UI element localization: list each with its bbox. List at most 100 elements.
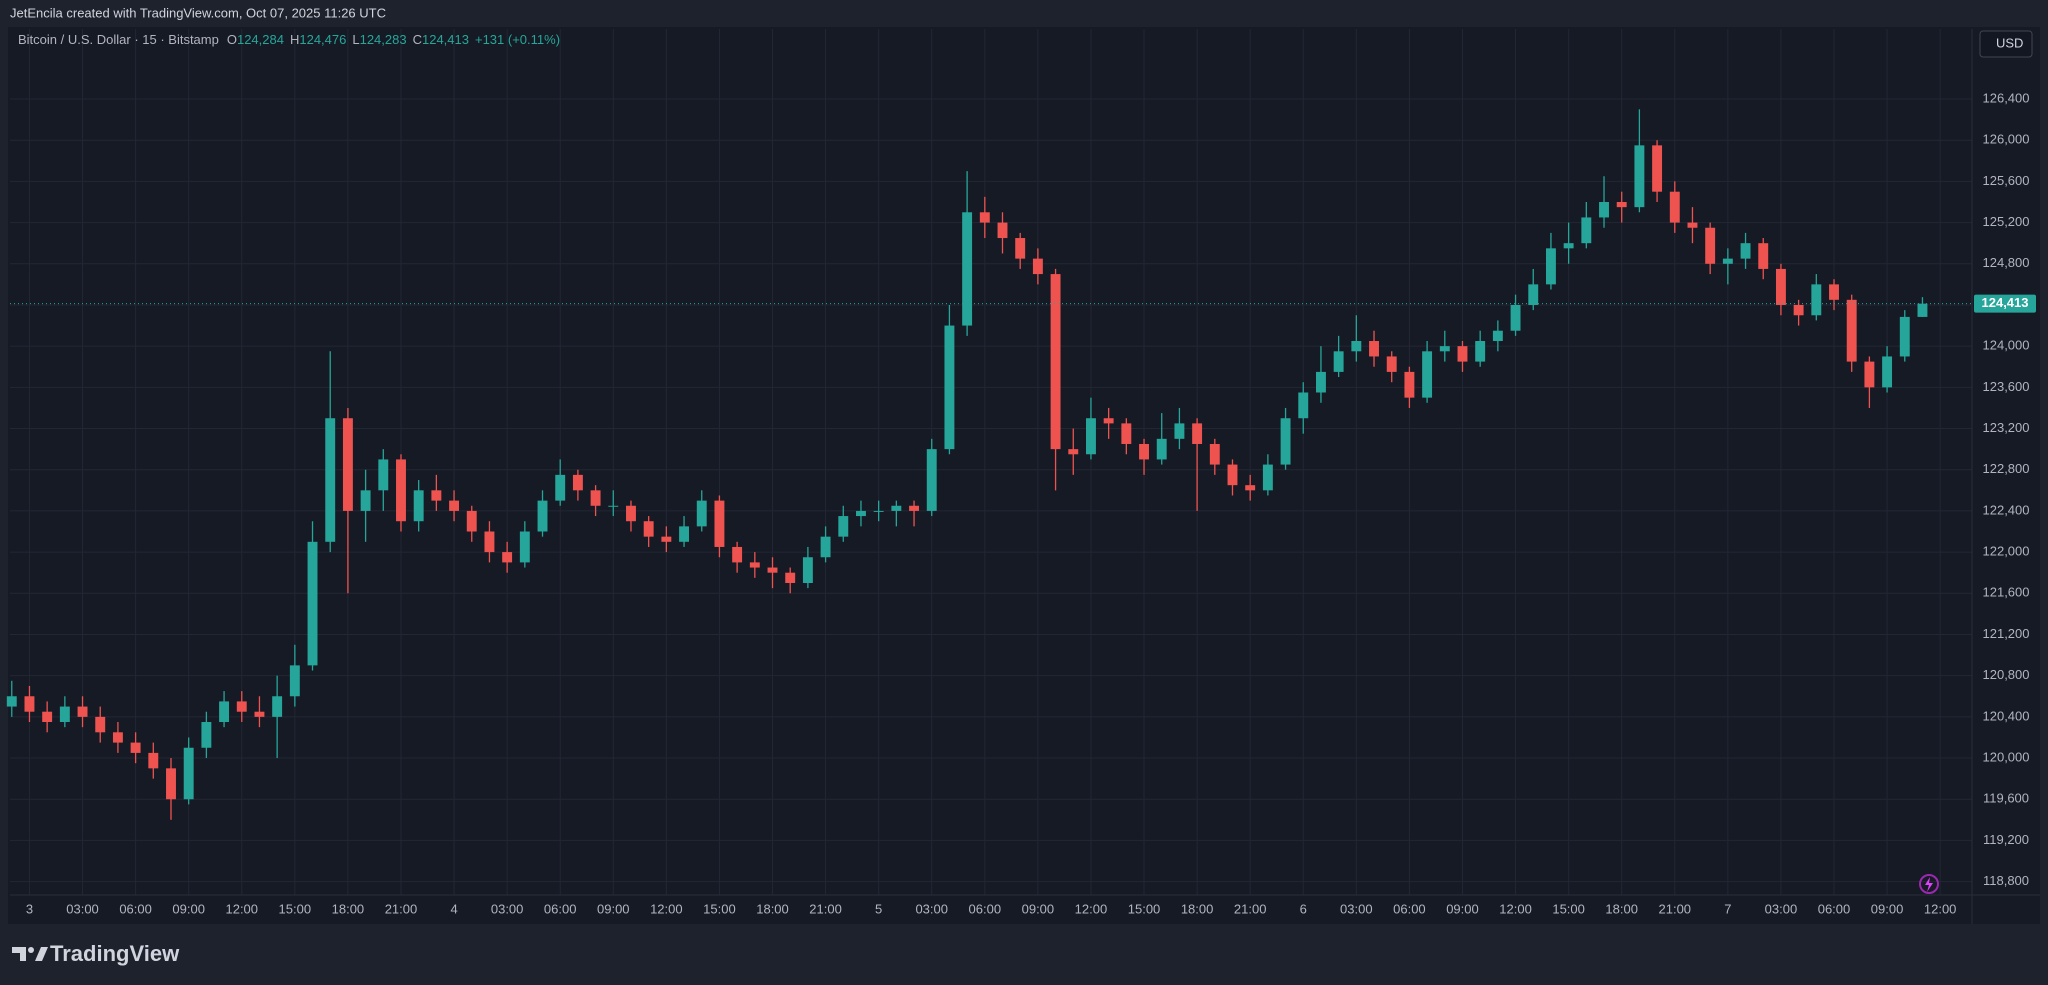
- candle-body: [1846, 299, 1857, 362]
- x-tick-label: 06:00: [544, 901, 577, 916]
- candle-body: [767, 567, 778, 573]
- candle-body: [1475, 341, 1486, 362]
- candle-body: [1563, 243, 1574, 249]
- x-tick-label: 21:00: [809, 901, 842, 916]
- candle-body: [1722, 258, 1733, 264]
- candle-body: [360, 490, 371, 511]
- y-tick-label: 120,400: [1983, 708, 2030, 723]
- candle-body: [1174, 423, 1185, 439]
- candle-body: [608, 505, 619, 507]
- grid: [10, 29, 1972, 895]
- candle-body: [1369, 341, 1379, 357]
- candle-body: [431, 490, 442, 501]
- candle-body: [307, 541, 318, 666]
- y-tick-label: 121,600: [1983, 585, 2030, 600]
- x-tick-label: 03:00: [491, 901, 524, 916]
- candle-body: [24, 696, 35, 712]
- candle-body: [1793, 304, 1804, 316]
- candle-body: [272, 696, 283, 717]
- candle-body: [396, 459, 406, 522]
- y-tick-label: 124,800: [1983, 255, 2030, 270]
- candle-body: [1616, 201, 1627, 208]
- y-tick-label: 122,800: [1983, 461, 2030, 476]
- legend-key: O: [227, 32, 237, 47]
- x-tick-label: 12:00: [1924, 901, 1957, 916]
- candle-body: [838, 516, 849, 537]
- x-tick-label: 06:00: [119, 901, 152, 916]
- candle-body: [643, 521, 654, 537]
- candle-body: [1209, 443, 1220, 465]
- y-tick-label: 119,600: [1983, 791, 2029, 806]
- logo-slash: [35, 947, 48, 961]
- x-tick-label: 18:00: [1181, 901, 1214, 916]
- candle-body: [1121, 423, 1132, 444]
- candle-body: [502, 552, 513, 563]
- x-tick-label: 18:00: [1605, 901, 1638, 916]
- candle-body: [1315, 371, 1326, 393]
- candle-body: [696, 500, 707, 527]
- candle-body: [1811, 284, 1822, 316]
- y-tick-label: 118,800: [1983, 873, 2029, 888]
- icon-bolt[interactable]: [1925, 877, 1933, 892]
- candle-body: [1864, 361, 1875, 388]
- candle-body: [342, 418, 353, 511]
- candle-body: [1599, 201, 1609, 218]
- candle-body: [1899, 316, 1910, 357]
- candle-body: [1492, 330, 1503, 342]
- brand-name: TradingView: [50, 941, 180, 966]
- candle-body: [1139, 443, 1149, 460]
- candle-body: [661, 536, 672, 542]
- currency-label[interactable]: USD: [1996, 35, 2023, 50]
- candle-body: [219, 701, 230, 723]
- candle-body: [1298, 392, 1309, 419]
- y-tick-label: 123,200: [1983, 420, 2030, 435]
- candle-body: [484, 531, 495, 553]
- legend-key: H: [290, 32, 299, 47]
- candle-body: [802, 557, 813, 583]
- legend: Bitcoin / U.S. Dollar · 15 · Bitstamp O12…: [18, 32, 560, 47]
- y-tick-label: 125,200: [1983, 214, 2030, 229]
- candle-body: [466, 510, 477, 532]
- candle-body: [590, 490, 601, 506]
- legend-value: 124,413: [422, 32, 469, 47]
- legend-value: 124,476: [299, 32, 346, 47]
- currency-button[interactable]: [1979, 30, 2033, 58]
- legend-change: +131 (+0.11%): [475, 32, 560, 47]
- candle-body: [1687, 222, 1698, 228]
- brand-logo: [12, 947, 48, 961]
- last-price-tag: [1974, 294, 2036, 313]
- candle-body: [1422, 351, 1433, 398]
- candle-body: [1740, 243, 1751, 259]
- candle-body: [1015, 238, 1026, 259]
- candle-body: [1192, 423, 1203, 444]
- logo-dot: [28, 947, 34, 953]
- x-tick-label: 5: [875, 901, 882, 916]
- candle-body: [944, 325, 955, 450]
- last-price-label: 124,413: [1982, 295, 2029, 310]
- replay-icon[interactable]: [1919, 874, 1939, 894]
- icon-ring[interactable]: [1919, 874, 1939, 894]
- y-tick-label: 120,000: [1983, 749, 2030, 764]
- x-tick-label: 09:00: [597, 901, 630, 916]
- candle-body: [732, 546, 743, 563]
- candle-body: [130, 742, 141, 753]
- x-tick-label: 03:00: [66, 901, 99, 916]
- candle-body: [679, 526, 690, 542]
- candle-body: [59, 706, 70, 723]
- candle-body: [325, 418, 336, 542]
- candle-body: [519, 531, 530, 563]
- candle-body: [785, 572, 796, 583]
- x-tick-label: 12:00: [225, 901, 258, 916]
- legend-value: 124,283: [360, 32, 407, 47]
- candle-body: [1404, 371, 1415, 398]
- candle-body: [1705, 227, 1716, 264]
- candle-body: [1103, 418, 1114, 424]
- y-tick-label: 123,600: [1983, 379, 2030, 394]
- candle-body: [1156, 438, 1167, 460]
- x-tick-label: 15:00: [279, 901, 312, 916]
- candle-body: [1032, 258, 1043, 275]
- candle-body: [856, 510, 866, 517]
- candle-body: [1528, 284, 1539, 305]
